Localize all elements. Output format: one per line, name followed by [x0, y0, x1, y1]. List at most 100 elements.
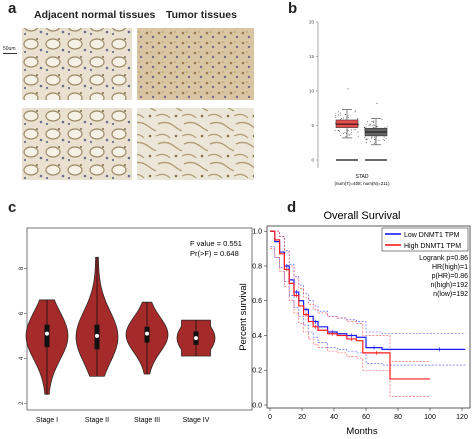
panel-c-f-value: F value = 0.551	[190, 239, 242, 248]
panel-b-jitter-point	[350, 133, 352, 135]
panel-b-jitter-point	[385, 138, 387, 140]
panel-b-jitter-point	[373, 139, 375, 140]
panel-b-jitter-point	[373, 136, 375, 138]
micrograph-normal-bottom	[22, 108, 132, 180]
panel-b-jitter-point	[373, 120, 375, 122]
panel-c-ytick-label: 8	[19, 266, 25, 270]
panel-b-jitter-point	[335, 117, 337, 118]
panel-b-jitter-point	[373, 127, 374, 128]
panel-b-jitter-point	[364, 129, 365, 131]
panel-b-ytick-label: 0	[311, 158, 314, 163]
panel-b-jitter-point	[354, 111, 356, 113]
panel-b-jitter-point	[347, 117, 349, 119]
panel-b-jitter-point	[374, 124, 376, 126]
panel-b-ytick-label: 10	[309, 89, 315, 94]
micrograph-tumor-top	[137, 28, 254, 100]
panel-d-ytick-label: 0.6	[252, 298, 262, 305]
violin-median-dot	[194, 336, 198, 341]
panel-c-ytick-label: 4	[19, 356, 25, 360]
panel-c-xtick-label: Stage II	[85, 417, 109, 424]
panel-b-ytick-label: 20	[309, 20, 315, 25]
panel-b-jitter-point	[344, 114, 346, 115]
panel-b-jitter-point	[376, 126, 378, 127]
panel-b-jitter-point	[370, 124, 372, 126]
panel-b-jitter-point	[374, 141, 376, 143]
panel-b-ytick-label: 15	[309, 54, 315, 59]
ci-upper-low	[270, 230, 466, 335]
panel-b-jitter-point	[364, 126, 366, 128]
panel-b-jitter-point	[386, 126, 388, 128]
panel-b-jitter-point	[368, 124, 370, 126]
scale-bar	[3, 53, 17, 54]
panel-d-xtick-label: 120	[456, 414, 468, 421]
panel-c-xtick-label: Stage III	[134, 417, 160, 424]
panel-b-jitter-point	[340, 134, 342, 136]
panel-b-jitter-point	[383, 136, 385, 138]
panel-b-jitter-point	[342, 117, 344, 119]
micrograph-normal-top	[22, 28, 132, 100]
panel-b-jitter-point	[373, 122, 374, 124]
panel-b-outlier	[376, 102, 378, 104]
panel-b-jitter-point	[338, 114, 339, 116]
panel-c-xtick-label: Stage IV	[183, 417, 210, 424]
stat-n-low: n(low)=192	[433, 291, 468, 298]
panel-b-jitter-point	[366, 138, 368, 140]
panel-b-jitter-point	[384, 126, 386, 128]
panel-b-footnote: (num(T)=408; num(N)=211)	[335, 181, 390, 186]
panel-b-jitter-point	[371, 121, 373, 122]
stat-n-high: n(high)=192	[430, 282, 468, 289]
panel-b-letter: b	[288, 0, 298, 17]
panel-b-xlabel: STAD	[356, 174, 369, 180]
panel-c-p-value: Pr(>F) = 0.648	[190, 249, 239, 258]
panel-b-jitter-point	[383, 138, 385, 140]
panel-d-ytick-label: 0.4	[252, 333, 262, 340]
panel-d-legend-box	[381, 227, 469, 252]
panel-b-jitter-point	[369, 123, 371, 125]
panel-c-frame	[26, 227, 253, 411]
panel-d-xtick-label: 20	[298, 414, 306, 421]
panel-c-ytick-label: 6	[19, 311, 25, 315]
panel-b-jitter-point	[337, 130, 339, 131]
stat-logrank: Logrank p=0.86	[419, 255, 468, 262]
micrograph-tumor-bottom	[137, 108, 254, 180]
panel-b-jitter-point	[355, 110, 357, 112]
panel-b-jitter-point	[378, 139, 380, 141]
panel-a-header-normal: Adjacent normal tissues	[34, 9, 156, 21]
panel-b-jitter-point	[338, 111, 340, 113]
panel-b-jitter-point	[348, 133, 350, 135]
panel-d-ylabel: Percent survival	[238, 283, 249, 351]
stat-p-hr: p(HR)=0.86	[432, 273, 468, 280]
panel-b-jitter-point	[370, 141, 372, 143]
panel-b-jitter-point	[357, 131, 359, 133]
panel-b-jitter-point	[343, 133, 345, 135]
panel-d-title: Overall Survival	[323, 210, 400, 222]
panel-d-letter: d	[287, 199, 297, 216]
panel-d-xtick-label: 0	[268, 414, 272, 421]
panel-b-jitter-point	[381, 119, 383, 120]
panel-c-letter: c	[8, 199, 17, 216]
panel-b-ytick-label: 5	[311, 123, 314, 128]
panel-b-jitter-point	[371, 125, 373, 127]
panel-b-jitter-point	[371, 137, 373, 139]
violin-median-dot	[145, 331, 149, 336]
panel-d-xtick-label: 40	[330, 414, 338, 421]
scale-bar-label: 50um	[3, 46, 16, 52]
panel-b-jitter-point	[348, 134, 350, 136]
panel-b-jitter-point	[347, 115, 349, 117]
ci-upper-high	[270, 230, 430, 362]
panel-a-letter: a	[8, 0, 17, 17]
panel-b-jitter-point	[365, 142, 367, 144]
panel-b-jitter-point	[340, 112, 342, 114]
legend-high-label: High DNMT1 TPM	[404, 243, 461, 250]
panel-b-jitter-point	[372, 121, 374, 123]
violin-median-dot	[95, 333, 99, 338]
panel-d-ytick-label: 0.0	[252, 403, 262, 410]
panel-b-jitter-point	[373, 124, 375, 126]
panel-d-xtick-label: 100	[424, 414, 436, 421]
panel-d-xlabel: Months	[346, 426, 377, 437]
stat-hr: HR(high)=1	[432, 264, 468, 271]
